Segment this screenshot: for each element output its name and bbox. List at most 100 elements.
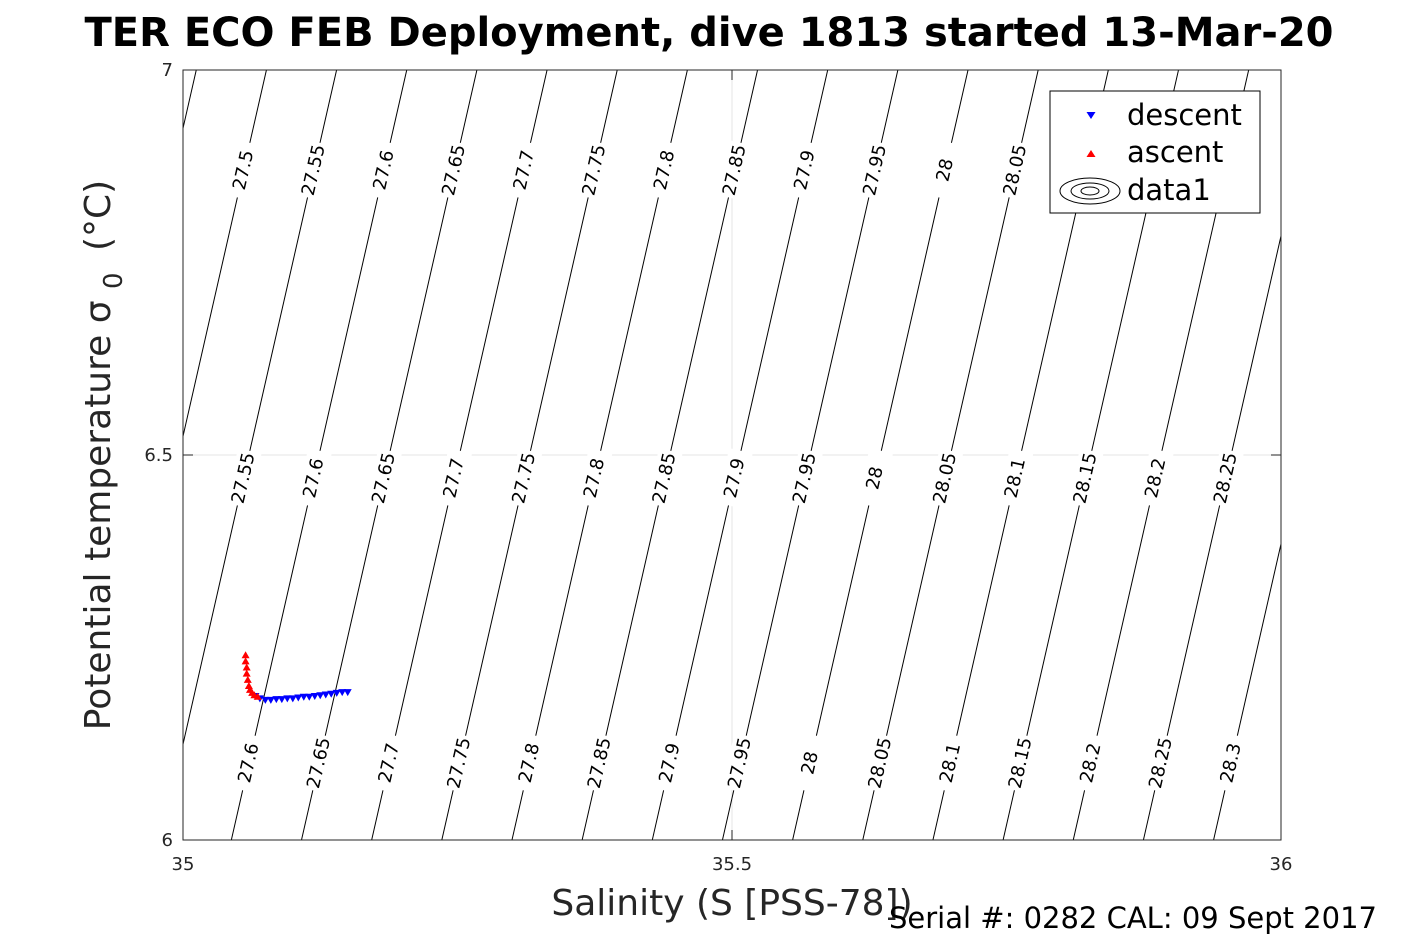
contour-label-bg [371,733,408,793]
x-tick-labels: 35 35.5 36 [172,854,1293,875]
contour-label-bg [786,448,823,509]
ascent-point [242,663,251,671]
contour-label-bg [1143,733,1179,793]
descent-point [305,693,314,701]
contour-label-bg [230,733,267,793]
x-tick-label: 35.5 [712,854,752,875]
y-tick-labels: 66.57 [144,60,173,851]
descent-point [294,694,303,702]
legend-descent-label: descent [1127,98,1242,132]
ascent-point [241,651,250,659]
data-series [241,651,352,704]
contour-label-bg [651,733,688,793]
isopycnal-line [1354,70,1417,840]
contour-label-bg [722,733,758,793]
contour-label-bg [646,140,683,201]
chart-title: TER ECO FEB Deployment, dive 1813 starte… [84,10,1333,56]
contour-label-bg [295,448,332,509]
descent-point [327,690,336,698]
ascent-point [244,682,253,689]
contour-label-bg [581,733,618,793]
contour-label-bg [366,140,402,201]
descent-point [277,696,286,704]
contour-label-bg [295,140,332,201]
contour-label-bg [511,733,548,793]
contour-label-bg [786,140,823,201]
ascent-point [242,669,251,677]
isopycnal-contour-labels: 27.5 27.55 27.6 27.65 27.7 27.75 27.8 27.85 27.9… [225,140,1250,793]
contour-label-bg [1137,448,1174,509]
descent-point [343,689,352,697]
contour-label-bg [997,448,1034,509]
contour-label-bg [927,140,964,201]
isopycnal-line [1284,70,1417,840]
contour-label-bg [576,140,613,201]
legend-data1-label: data1 [1127,173,1211,207]
contour-label-bg [857,140,893,201]
contour-label-bg [997,140,1034,201]
descent-point [266,696,275,704]
contour-label-bg [225,140,262,201]
y-tick-label: 7 [162,60,173,81]
descent-point [338,689,347,697]
legend-ascent-label: ascent [1127,135,1223,169]
ascent-point [241,657,250,665]
contour-label-bg [927,448,964,509]
contour-label-bg [1213,733,1250,793]
descent-point [299,693,308,701]
y-axis-label-subscript: 0 [99,272,129,289]
contour-label-bg [857,448,893,509]
contour-label-bg [646,448,683,509]
isopycnal-line [1213,541,1281,840]
x-tick-label: 35 [172,854,195,875]
legend-ascent-marker [1086,150,1096,157]
descent-point [288,695,297,703]
descent-point [316,692,325,700]
contour-label-bg [441,733,478,793]
isopycnal-line [0,70,56,840]
contour-label-bg [716,448,753,509]
x-axis-label: Salinity (S [PSS-78]) [551,883,912,924]
contour-label-bg [716,140,753,201]
ascent-series [241,651,262,700]
descent-point [272,696,281,704]
legend-descent-marker [1086,112,1096,119]
y-axis-label-unit: (°C) [78,180,119,251]
legend: descent ascent data1 [1049,90,1261,214]
descent-point [332,689,341,697]
legend-contour-icon [1059,177,1121,205]
contour-label-bg [301,733,337,793]
descent-point [310,693,319,701]
contour-label-bg [225,448,262,509]
contour-label: 28 [797,750,823,777]
legend-box [1049,90,1261,214]
y-axis-label: Potential temperature σ 0 (°C) [78,180,131,730]
y-axis-label-main: Potential temperature σ [78,300,119,730]
contour-label-bg [436,140,473,201]
contour-label: 28 [862,465,888,492]
y-tick-label: 6 [162,830,173,851]
contour-label-bg [932,733,969,793]
contour-label-bg [1067,448,1104,509]
x-tick-label: 36 [1270,854,1293,875]
contour-label-bg [576,448,613,509]
contour-label-bg [506,448,543,509]
contour-label-bg [792,733,829,793]
contour-label-bg [436,448,473,509]
serial-cal-footer: Serial #: 0282 CAL: 09 Sept 2017 [889,901,1377,935]
contour-label-bg [506,140,543,201]
contour-label: 28 [932,157,958,184]
contour-label-bg [1207,448,1244,509]
y-tick-label: 6.5 [144,445,173,466]
contour-label-bg [1072,733,1109,793]
descent-point [261,696,270,704]
descent-point [321,691,330,699]
contour-label-bg [1002,733,1039,793]
axes [182,69,1282,841]
ascent-point [253,692,262,700]
contour-label-bg [862,733,899,793]
descent-point [283,695,292,703]
svg-text:Potential temperature σ: Potential temperature σ 0 (°C) [78,180,131,730]
ascent-point [243,675,252,683]
